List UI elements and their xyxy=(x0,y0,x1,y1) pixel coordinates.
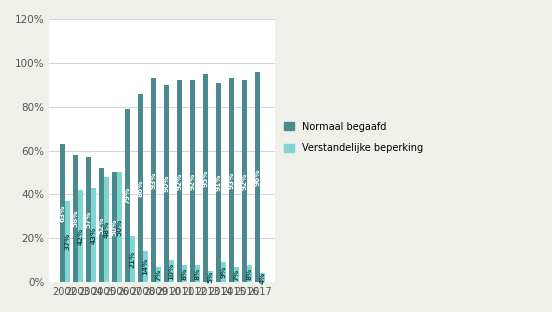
Bar xyxy=(182,265,187,282)
Text: 4%: 4% xyxy=(259,272,265,284)
Bar xyxy=(117,173,122,282)
Bar xyxy=(73,155,78,282)
Text: 8%: 8% xyxy=(246,267,252,280)
Text: 50%: 50% xyxy=(116,219,122,236)
Bar xyxy=(216,83,221,282)
Bar xyxy=(254,72,259,282)
Text: 42%: 42% xyxy=(77,227,83,245)
Text: 96%: 96% xyxy=(254,168,260,186)
Text: 8%: 8% xyxy=(194,267,200,280)
Text: 63%: 63% xyxy=(59,204,65,222)
Bar xyxy=(260,273,265,282)
Bar xyxy=(233,267,238,282)
Text: 93%: 93% xyxy=(150,172,156,189)
Text: 95%: 95% xyxy=(202,169,208,187)
Bar xyxy=(130,236,135,282)
Bar xyxy=(125,109,130,282)
Text: 8%: 8% xyxy=(181,267,187,280)
Bar xyxy=(208,271,213,282)
Bar xyxy=(112,173,116,282)
Bar xyxy=(143,251,148,282)
Bar xyxy=(104,177,109,282)
Bar xyxy=(229,78,233,282)
Bar xyxy=(195,265,200,282)
Text: 86%: 86% xyxy=(137,179,143,197)
Text: 7%: 7% xyxy=(155,268,161,280)
Bar xyxy=(242,80,247,282)
Text: 14%: 14% xyxy=(142,258,148,275)
Text: 92%: 92% xyxy=(176,173,182,190)
Legend: Normaal begaafd, Verstandelijke beperking: Normaal begaafd, Verstandelijke beperkin… xyxy=(282,119,424,155)
Text: 48%: 48% xyxy=(103,221,109,238)
Bar xyxy=(169,260,174,282)
Text: 90%: 90% xyxy=(163,175,169,192)
Bar xyxy=(91,188,95,282)
Bar xyxy=(60,144,65,282)
Bar xyxy=(203,74,208,282)
Bar xyxy=(247,265,252,282)
Text: 50%: 50% xyxy=(111,219,117,236)
Bar xyxy=(164,85,169,282)
Text: 92%: 92% xyxy=(241,173,247,190)
Text: 79%: 79% xyxy=(124,187,130,204)
Text: 58%: 58% xyxy=(72,210,78,227)
Text: 43%: 43% xyxy=(91,227,96,244)
Text: 37%: 37% xyxy=(64,233,70,250)
Bar xyxy=(65,201,70,282)
Text: 57%: 57% xyxy=(85,211,91,228)
Bar xyxy=(221,262,226,282)
Bar xyxy=(86,157,91,282)
Text: 7%: 7% xyxy=(233,268,239,280)
Text: 93%: 93% xyxy=(228,172,234,189)
Text: 10%: 10% xyxy=(168,263,174,280)
Bar xyxy=(156,267,161,282)
Bar xyxy=(78,190,83,282)
Bar xyxy=(151,78,156,282)
Text: 91%: 91% xyxy=(215,174,221,191)
Text: 52%: 52% xyxy=(98,217,104,234)
Bar xyxy=(137,94,142,282)
Text: 92%: 92% xyxy=(189,173,195,190)
Bar xyxy=(190,80,195,282)
Bar xyxy=(99,168,104,282)
Text: 9%: 9% xyxy=(220,266,226,278)
Bar xyxy=(177,80,182,282)
Text: 21%: 21% xyxy=(129,251,135,268)
Text: 5%: 5% xyxy=(207,271,213,283)
